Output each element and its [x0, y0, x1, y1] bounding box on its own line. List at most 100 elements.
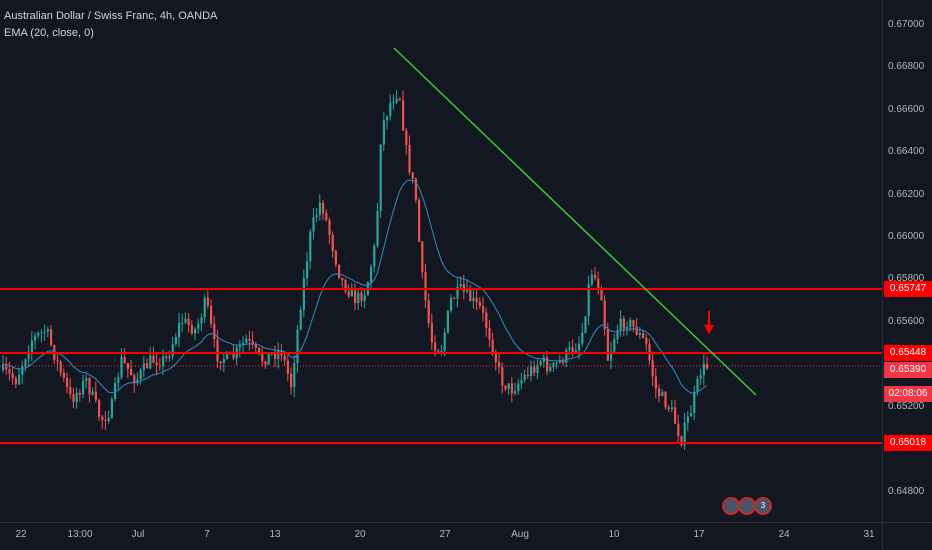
- candle-body: [398, 98, 401, 100]
- candle-body: [533, 366, 536, 373]
- candle-body: [347, 291, 350, 297]
- bar-countdown: 02:08:06: [884, 386, 932, 402]
- downtrend-line[interactable]: [393, 47, 757, 396]
- price-tick: 0.66800: [888, 61, 925, 72]
- candle-body: [286, 360, 289, 374]
- candle-body: [331, 234, 334, 251]
- price-tick: 0.65800: [888, 273, 925, 284]
- candle-body: [277, 350, 280, 359]
- candle-body: [37, 332, 40, 336]
- candle-body: [597, 278, 600, 289]
- candle-body: [72, 394, 75, 402]
- candle-body: [136, 379, 139, 384]
- candle-body: [91, 391, 94, 395]
- event-count: 3: [760, 501, 766, 510]
- time-tick: 24: [778, 529, 790, 540]
- candle-body: [587, 284, 590, 317]
- candle-body: [299, 310, 302, 330]
- candle-body: [510, 383, 513, 394]
- candle-body: [411, 172, 414, 179]
- candle-body: [126, 363, 129, 369]
- symbol-title[interactable]: Australian Dollar / Swiss Franc, 4h, OAN…: [4, 10, 218, 22]
- candlestick-series: [2, 90, 709, 450]
- candle-body: [670, 407, 673, 410]
- candle-body: [642, 332, 645, 338]
- candle-body: [142, 363, 145, 370]
- candle-body: [210, 305, 213, 324]
- candle-body: [133, 375, 136, 384]
- candle-body: [680, 436, 683, 446]
- candle-body: [178, 322, 181, 338]
- candle-body: [629, 319, 632, 328]
- candle-body: [421, 241, 424, 273]
- candle-body: [424, 272, 427, 301]
- candle-body: [568, 347, 571, 350]
- candle-body: [498, 362, 501, 368]
- candle-body: [485, 312, 488, 329]
- candle-body: [645, 337, 648, 345]
- candle-body: [181, 322, 184, 324]
- price-tick: 0.64800: [888, 486, 925, 497]
- candle-body: [552, 362, 555, 368]
- candle-body: [152, 355, 155, 363]
- candle-body: [478, 302, 481, 307]
- candle-body: [290, 373, 293, 388]
- candle-body: [162, 356, 165, 367]
- candle-body: [370, 266, 373, 283]
- candle-body: [251, 340, 254, 344]
- candle-body: [706, 363, 709, 369]
- candle-body: [296, 329, 299, 364]
- candle-body: [610, 351, 613, 361]
- candle-body: [62, 372, 65, 378]
- indicator-legend[interactable]: EMA (20, close, 0): [4, 27, 94, 39]
- candle-body: [690, 412, 693, 417]
- price-tick: 0.66400: [888, 146, 925, 157]
- chart-pane[interactable]: Australian Dollar / Swiss Franc, 4h, OAN…: [0, 0, 882, 522]
- candle-body: [446, 310, 449, 333]
- candle-body: [571, 347, 574, 352]
- candle-body: [8, 369, 11, 374]
- candle-body: [5, 364, 8, 370]
- candle-body: [651, 360, 654, 377]
- candle-body: [430, 323, 433, 343]
- candle-body: [334, 250, 337, 265]
- price-chart[interactable]: [0, 0, 882, 522]
- ema-line: [2, 179, 708, 394]
- down-arrow-icon[interactable]: [704, 311, 714, 334]
- candle-body: [654, 376, 657, 389]
- candle-body: [245, 338, 248, 343]
- price-tick: 0.66200: [888, 189, 925, 200]
- time-scale[interactable]: 22 13:00 Jul 7 13 20 27 Aug 10 17 24 31: [0, 522, 882, 550]
- candle-body: [440, 351, 443, 353]
- candle-body: [466, 289, 469, 292]
- candle-body: [584, 316, 587, 333]
- candle-body: [619, 318, 622, 331]
- candle-body: [258, 347, 261, 353]
- price-tick: 0.66000: [888, 231, 925, 242]
- price-tick: 0.67000: [888, 19, 925, 30]
- candle-body: [622, 318, 625, 329]
- candle-body: [24, 359, 27, 367]
- candle-body: [350, 289, 353, 297]
- scale-corner[interactable]: [882, 522, 932, 550]
- candle-body: [242, 342, 245, 345]
- candle-body: [590, 274, 593, 285]
- price-scale[interactable]: 0.67000 0.66800 0.66600 0.66400 0.66200 …: [882, 0, 932, 522]
- candle-body: [632, 319, 635, 327]
- candle-body: [293, 363, 296, 388]
- candle-body: [274, 353, 277, 359]
- candle-body: [101, 416, 104, 421]
- candle-body: [594, 274, 597, 279]
- candle-body: [114, 383, 117, 400]
- event-icon[interactable]: 3: [754, 497, 772, 515]
- candle-body: [389, 102, 392, 117]
- candle-body: [194, 328, 197, 334]
- candle-body: [85, 378, 88, 381]
- candle-body: [30, 340, 33, 353]
- resistance-price-badge: 0.65747: [884, 281, 932, 297]
- candle-body: [75, 392, 78, 402]
- candle-body: [56, 360, 59, 362]
- candle-body: [408, 145, 411, 173]
- candle-body: [338, 264, 341, 278]
- candle-body: [232, 354, 235, 359]
